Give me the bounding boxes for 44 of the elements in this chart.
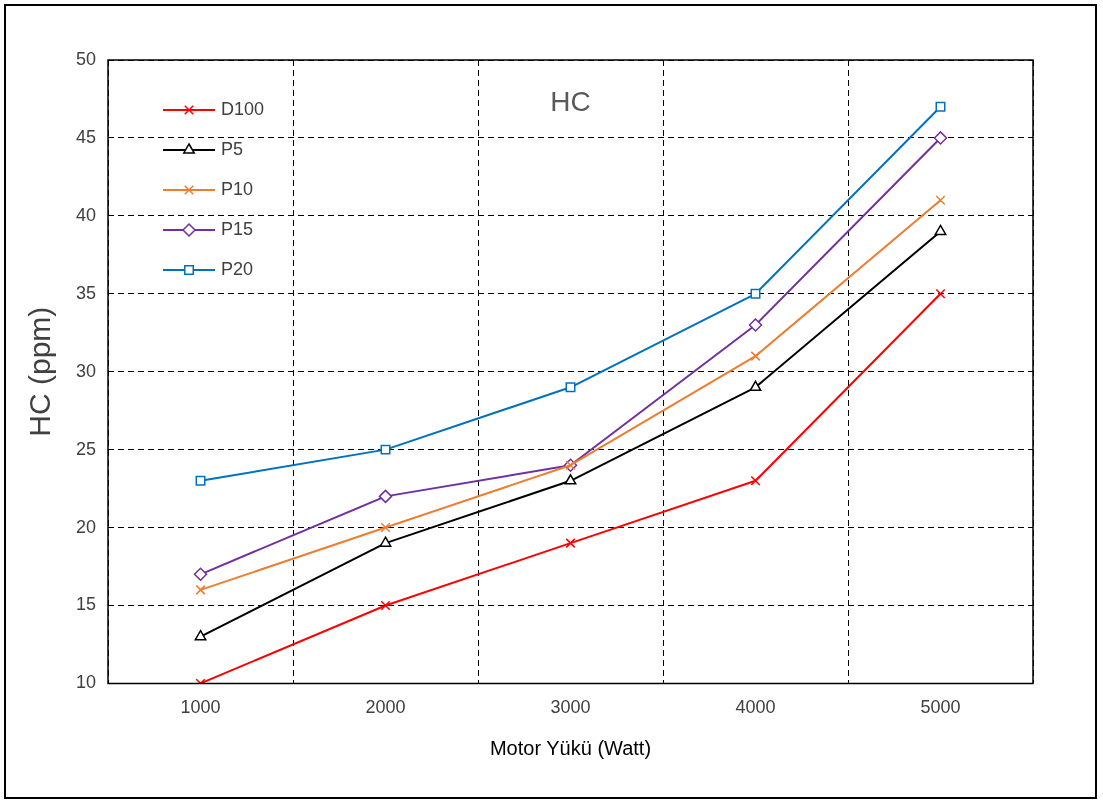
point xyxy=(748,318,763,332)
y-tick-label: 50 xyxy=(75,48,97,69)
y-tick-label: 10 xyxy=(75,672,97,693)
y-tick-label: 15 xyxy=(75,594,97,615)
legend-label: P5 xyxy=(221,138,244,159)
point xyxy=(380,444,391,455)
point xyxy=(934,224,947,236)
x-tick-label: 2000 xyxy=(365,697,406,718)
text: HC xyxy=(550,85,591,117)
point xyxy=(749,380,762,392)
point xyxy=(194,629,207,641)
point xyxy=(378,489,393,504)
point xyxy=(564,474,577,485)
point xyxy=(193,567,208,582)
point xyxy=(195,584,206,595)
point xyxy=(565,538,576,549)
point xyxy=(379,536,392,547)
point xyxy=(380,522,391,533)
point xyxy=(195,475,206,486)
x-axis-title: Motor Yükü (Watt) xyxy=(489,736,652,759)
x-tick-label: 4000 xyxy=(735,697,776,718)
y-tick-label: 20 xyxy=(75,516,97,537)
x-tick-label: 5000 xyxy=(920,697,961,718)
point xyxy=(935,101,946,112)
point xyxy=(750,351,761,362)
point xyxy=(933,131,948,145)
y-tick-label: 25 xyxy=(75,438,97,459)
x-tick-label: 1000 xyxy=(180,697,221,718)
point xyxy=(750,288,761,299)
point xyxy=(935,195,946,206)
y-tick-label: 45 xyxy=(75,126,97,147)
x-tick-label: 3000 xyxy=(550,697,591,718)
y-axis-title: HC (ppm) xyxy=(23,306,57,437)
point xyxy=(380,600,391,611)
legend-label: P15 xyxy=(221,218,254,239)
y-tick-label: 35 xyxy=(75,282,97,303)
y-tick-label: 30 xyxy=(75,360,97,381)
point xyxy=(935,288,946,299)
point xyxy=(750,475,761,486)
legend-label: D100 xyxy=(221,98,265,119)
legend-label: P20 xyxy=(221,258,254,279)
point xyxy=(565,382,576,393)
y-tick-label: 40 xyxy=(75,204,97,225)
legend-label: P10 xyxy=(221,178,254,199)
